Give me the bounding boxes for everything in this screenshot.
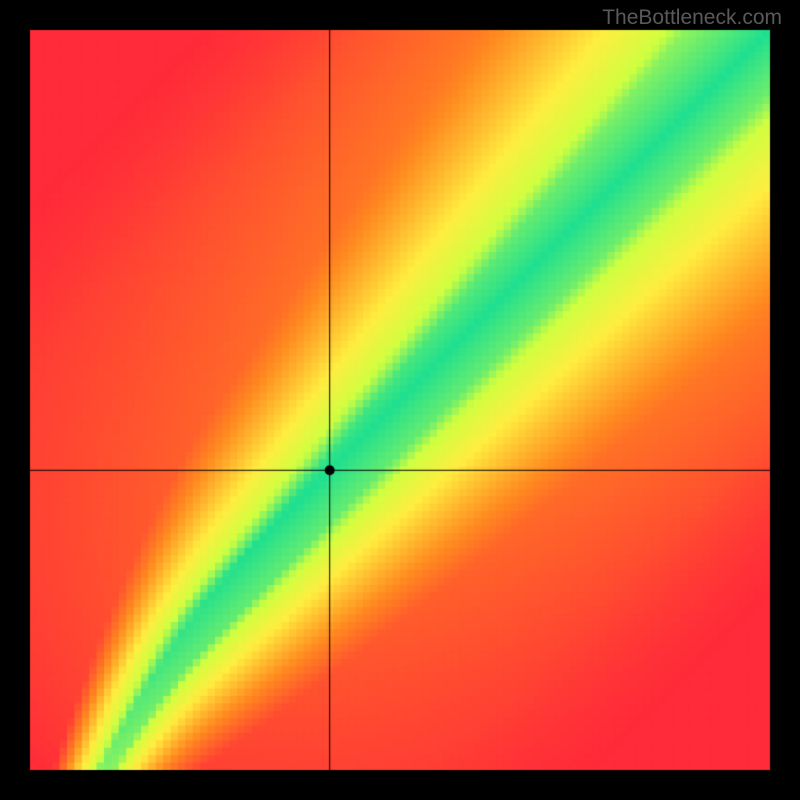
bottleneck-heatmap — [0, 0, 800, 800]
chart-container: TheBottleneck.com — [0, 0, 800, 800]
watermark-text: TheBottleneck.com — [602, 6, 782, 30]
